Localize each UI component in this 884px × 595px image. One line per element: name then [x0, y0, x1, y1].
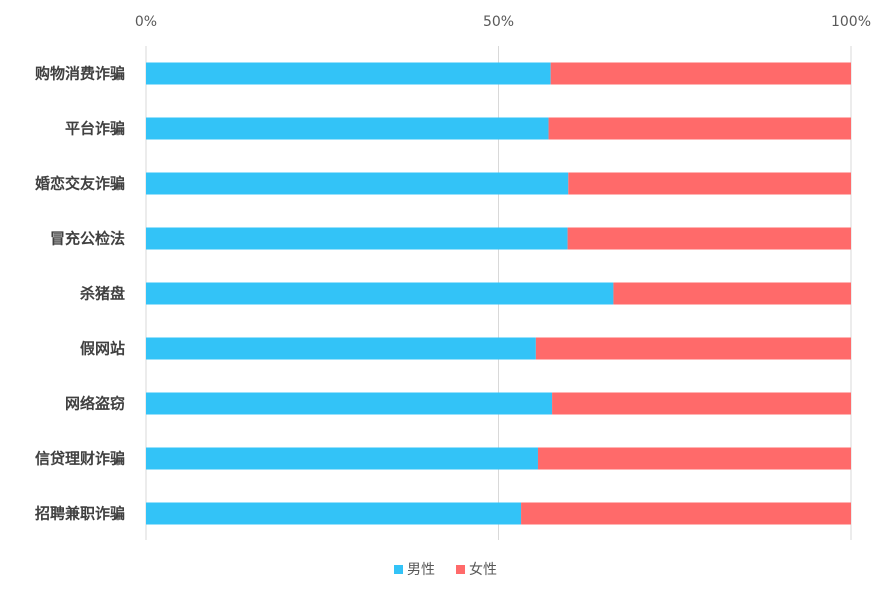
bar-female — [552, 392, 851, 415]
bar-female — [550, 62, 851, 85]
bar-female — [567, 227, 851, 250]
bar-female — [568, 172, 851, 195]
x-tick-label: 50% — [483, 14, 514, 30]
x-tick-label: 0% — [135, 14, 157, 30]
bar-male — [146, 227, 568, 250]
category-label: 假网站 — [80, 340, 125, 358]
bar-female — [537, 447, 851, 470]
category-label: 杀猪盘 — [80, 285, 125, 303]
bar-male — [146, 282, 614, 305]
bar-male — [146, 172, 569, 195]
bar-female — [521, 502, 851, 525]
bar-male — [146, 337, 536, 360]
category-label: 平台诈骗 — [65, 120, 125, 138]
bar-female — [548, 117, 851, 140]
category-label: 冒充公检法 — [50, 230, 125, 248]
category-label: 网络盗窃 — [65, 395, 125, 413]
bar-male — [146, 502, 522, 525]
bar-male — [146, 392, 553, 415]
legend-label: 男性 — [407, 562, 435, 578]
bar-male — [146, 447, 538, 470]
legend: 男性 女性 — [394, 561, 497, 578]
legend-swatch — [394, 565, 403, 574]
bar-male — [146, 117, 549, 140]
category-label: 购物消费诈骗 — [35, 65, 125, 83]
bar-male — [146, 62, 551, 85]
category-labels: 购物消费诈骗平台诈骗婚恋交友诈骗冒充公检法杀猪盘假网站网络盗窃信贷理财诈骗招聘兼… — [35, 65, 125, 523]
bar-female — [535, 337, 851, 360]
category-label: 信贷理财诈骗 — [35, 450, 125, 468]
legend-label: 女性 — [469, 561, 497, 578]
x-axis-ticks: 0% 50% 100% — [135, 14, 871, 30]
legend-swatch — [456, 565, 465, 574]
category-label: 婚恋交友诈骗 — [35, 175, 125, 193]
category-label: 招聘兼职诈骗 — [35, 505, 125, 523]
bars — [146, 62, 851, 525]
bar-female — [613, 282, 851, 305]
x-tick-label: 100% — [831, 14, 871, 30]
